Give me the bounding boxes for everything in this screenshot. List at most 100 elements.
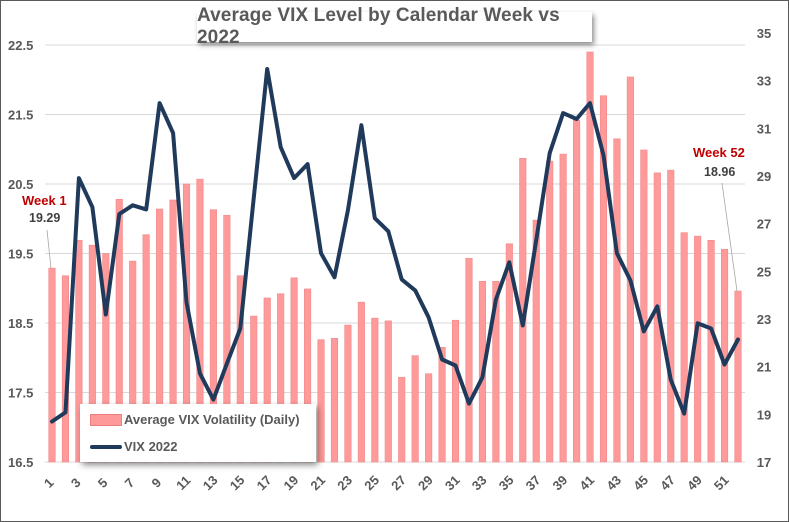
x-tick-label: 13 (200, 472, 221, 493)
bar-week-14 (223, 214, 231, 463)
annotation-week-52-leader (721, 182, 738, 292)
x-tick-label: 27 (388, 472, 409, 493)
bar-week-3 (75, 239, 83, 463)
y-left-tick-label: 17.5 (8, 386, 33, 401)
x-tick-label: 43 (603, 472, 624, 493)
y-right-tick-label: 19 (757, 407, 771, 422)
bar-week-41 (586, 51, 594, 463)
annotation-week-52-value: 18.96 (704, 165, 735, 179)
bar-week-29 (425, 373, 433, 463)
x-tick-label: 29 (415, 472, 436, 493)
y-right-tick-label: 23 (757, 312, 771, 327)
legend: Average VIX Volatility (Daily) VIX 2022 (80, 404, 316, 462)
bar-week-4 (88, 244, 96, 463)
y-left-tick-label: 22.5 (8, 38, 33, 53)
x-tick-label: 33 (469, 472, 490, 493)
legend-label-average-vix: Average VIX Volatility (Daily) (124, 412, 300, 427)
bar-week-9 (156, 208, 164, 463)
legend-bar-swatch (90, 413, 122, 426)
x-tick-label: 41 (576, 472, 597, 493)
x-tick-label: 7 (122, 475, 138, 491)
bar-week-28 (411, 355, 419, 463)
y-right-tick-label: 29 (757, 169, 771, 184)
bar-week-42 (599, 95, 608, 463)
x-tick-label: 1 (41, 475, 57, 491)
bar-week-7 (129, 260, 137, 463)
vix-2022-line (50, 67, 740, 424)
chart-title: Average VIX Level by Calendar Week vs 20… (197, 5, 592, 48)
x-axis: 1 3 5 7 9 11 13 15 17 19 21 23 25 27 29 31 33 35 37 39 41 43 4… (41, 472, 732, 493)
bar-week-10 (169, 199, 177, 463)
annotation-week-1-leader (46, 229, 52, 269)
x-tick-label: 19 (281, 472, 302, 493)
bar-week-34 (492, 280, 500, 463)
bar-week-21 (317, 339, 325, 463)
bar-week-37 (532, 219, 540, 463)
legend-label-vix-2022: VIX 2022 (124, 439, 178, 454)
bar-week-38 (546, 160, 554, 463)
annotation-week-52-label: Week 52 (693, 145, 745, 160)
bar-week-23 (344, 324, 352, 463)
x-tick-label: 45 (630, 472, 651, 493)
legend-line-swatch (90, 444, 122, 449)
bar-week-1 (48, 267, 56, 463)
bar-week-25 (371, 317, 379, 463)
line-series (50, 67, 740, 424)
bar-week-50 (707, 239, 715, 463)
bar-week-48 (680, 232, 688, 463)
y-right-tick-label: 21 (757, 360, 771, 375)
bar-week-17 (263, 297, 271, 463)
y-left-tick-label: 19.5 (8, 247, 33, 262)
y-right-tick-label: 35 (757, 26, 771, 41)
bar-week-15 (236, 275, 244, 463)
y-right-tick-label: 33 (757, 74, 771, 89)
x-tick-label: 49 (684, 472, 705, 493)
y-right-tick-label: 25 (757, 264, 771, 279)
y-left-tick-label: 16.5 (8, 455, 33, 470)
x-tick-label: 25 (361, 472, 382, 493)
bar-week-52 (734, 290, 742, 463)
y-right-tick-label: 31 (757, 121, 771, 136)
x-tick-label: 51 (711, 472, 732, 493)
legend-item-average-vix: Average VIX Volatility (Daily) (90, 412, 300, 427)
y-axis-right: 17 19 21 23 25 27 29 31 33 35 (757, 26, 771, 470)
y-left-tick-label: 20.5 (8, 177, 33, 192)
x-tick-label: 47 (657, 472, 678, 493)
x-tick-label: 11 (173, 473, 193, 493)
chart-title-text: Average VIX Level by Calendar Week vs 20… (197, 5, 560, 48)
bar-week-12 (196, 178, 204, 463)
y-axis-left: 16.5 17.5 18.5 19.5 20.5 21.5 22.5 (8, 38, 33, 470)
bar-week-26 (384, 320, 392, 463)
x-tick-label: 5 (95, 475, 111, 491)
annotation-week-1-label: Week 1 (22, 193, 67, 208)
bar-week-27 (398, 376, 406, 463)
bar-week-44 (626, 76, 634, 463)
bar-week-43 (613, 138, 621, 463)
y-right-tick-label: 17 (757, 455, 771, 470)
x-tick-label: 9 (149, 475, 165, 491)
annotation-week-1-value: 19.29 (29, 211, 60, 225)
bar-week-18 (277, 293, 285, 463)
bar-week-20 (304, 288, 312, 463)
bar-week-31 (451, 319, 460, 463)
bar-week-47 (667, 169, 675, 463)
x-tick-label: 17 (254, 472, 275, 493)
x-tick-label: 3 (68, 475, 84, 491)
y-left-tick-label: 18.5 (8, 316, 33, 331)
x-tick-label: 23 (334, 472, 355, 493)
y-left-tick-label: 21.5 (8, 108, 33, 123)
legend-item-vix-2022: VIX 2022 (90, 439, 178, 454)
x-tick-label: 31 (442, 472, 463, 493)
bar-week-45 (640, 149, 648, 463)
bar-week-32 (465, 258, 473, 463)
x-tick-label: 37 (523, 472, 544, 493)
bar-week-5 (102, 253, 110, 463)
bar-week-40 (573, 119, 581, 463)
x-tick-label: 21 (307, 472, 328, 493)
annotations: Week 1 19.29 Week 52 18.96 (22, 145, 745, 292)
bar-week-19 (290, 277, 298, 463)
bar-week-16 (250, 315, 258, 463)
y-right-tick-label: 27 (757, 217, 771, 232)
bar-week-24 (357, 301, 365, 463)
